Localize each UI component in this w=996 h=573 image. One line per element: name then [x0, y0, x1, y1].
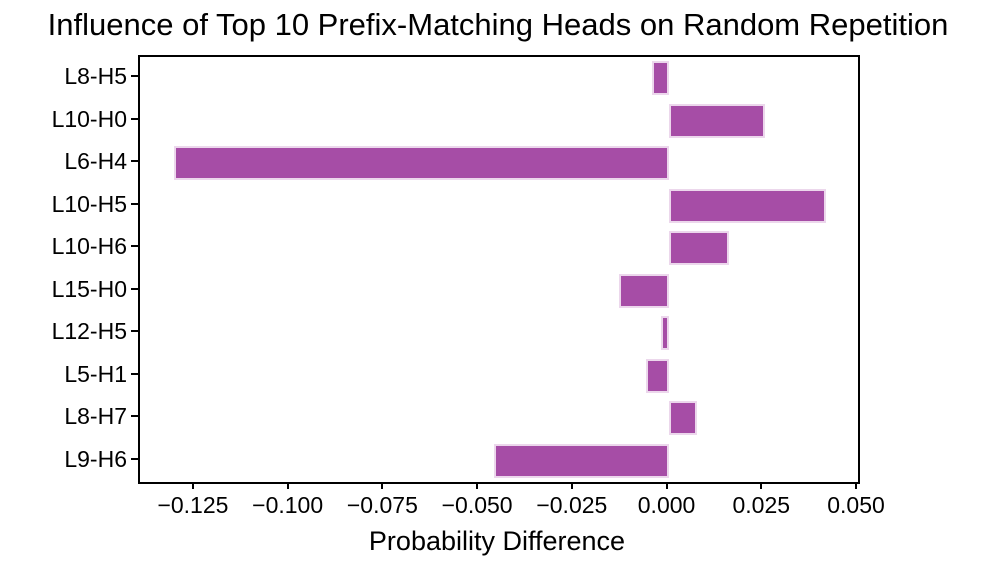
- y-tick-mark: [131, 372, 138, 375]
- chart-title: Influence of Top 10 Prefix-Matching Head…: [47, 7, 949, 42]
- bar-L10-H5: [668, 188, 826, 223]
- bar-L12-H5: [660, 316, 669, 351]
- y-tick-mark: [131, 415, 138, 418]
- x-axis-label: Probability Difference: [368, 526, 626, 556]
- y-tick-mark: [131, 287, 138, 290]
- y-tick-label: L8-H7: [64, 403, 127, 430]
- x-tick-mark: [570, 482, 573, 489]
- x-tick-mark: [855, 482, 857, 489]
- y-tick-label: L9-H6: [64, 445, 127, 472]
- x-tick-mark: [760, 482, 763, 489]
- y-tick-mark: [131, 330, 138, 333]
- bar-L10-H6: [668, 231, 730, 266]
- bar-L9-H6: [494, 443, 669, 478]
- bar-L15-H0: [619, 273, 669, 308]
- bar-L5-H1: [645, 358, 669, 393]
- y-tick-mark: [131, 457, 138, 460]
- x-tick-label: −0.075: [346, 492, 418, 518]
- x-tick-mark: [286, 482, 289, 489]
- y-tick-label: L5-H1: [64, 360, 127, 387]
- y-tick-label: L12-H5: [51, 318, 127, 345]
- x-tick-mark: [381, 482, 384, 489]
- y-tick-label: L15-H0: [51, 275, 127, 302]
- y-tick-mark: [131, 117, 138, 120]
- x-tick-label: 0.050: [827, 492, 885, 518]
- x-tick-label: −0.100: [252, 492, 324, 518]
- y-tick-label: L10-H0: [51, 105, 127, 132]
- y-tick-label: L8-H5: [64, 63, 127, 90]
- y-tick-mark: [131, 202, 138, 205]
- y-tick-label: L10-H5: [51, 190, 127, 217]
- y-tick-mark: [131, 75, 138, 78]
- y-tick-label: L6-H4: [64, 148, 127, 175]
- x-tick-mark: [665, 482, 668, 489]
- x-tick-label: −0.050: [441, 492, 513, 518]
- x-tick-label: −0.025: [536, 492, 608, 518]
- x-tick-mark: [191, 482, 194, 489]
- x-tick-label: 0.000: [637, 492, 696, 518]
- x-tick-mark: [476, 482, 479, 489]
- bar-L8-H5: [651, 61, 669, 96]
- y-tick-mark: [131, 245, 138, 248]
- x-tick-label: −0.125: [157, 492, 229, 518]
- bar-L8-H7: [668, 401, 697, 436]
- y-tick-label: L10-H6: [51, 233, 127, 260]
- bar-L6-H4: [174, 146, 669, 181]
- x-tick-label: 0.025: [732, 492, 791, 518]
- bar-L10-H0: [668, 103, 766, 138]
- y-tick-mark: [131, 160, 138, 163]
- plot-area: [138, 55, 860, 484]
